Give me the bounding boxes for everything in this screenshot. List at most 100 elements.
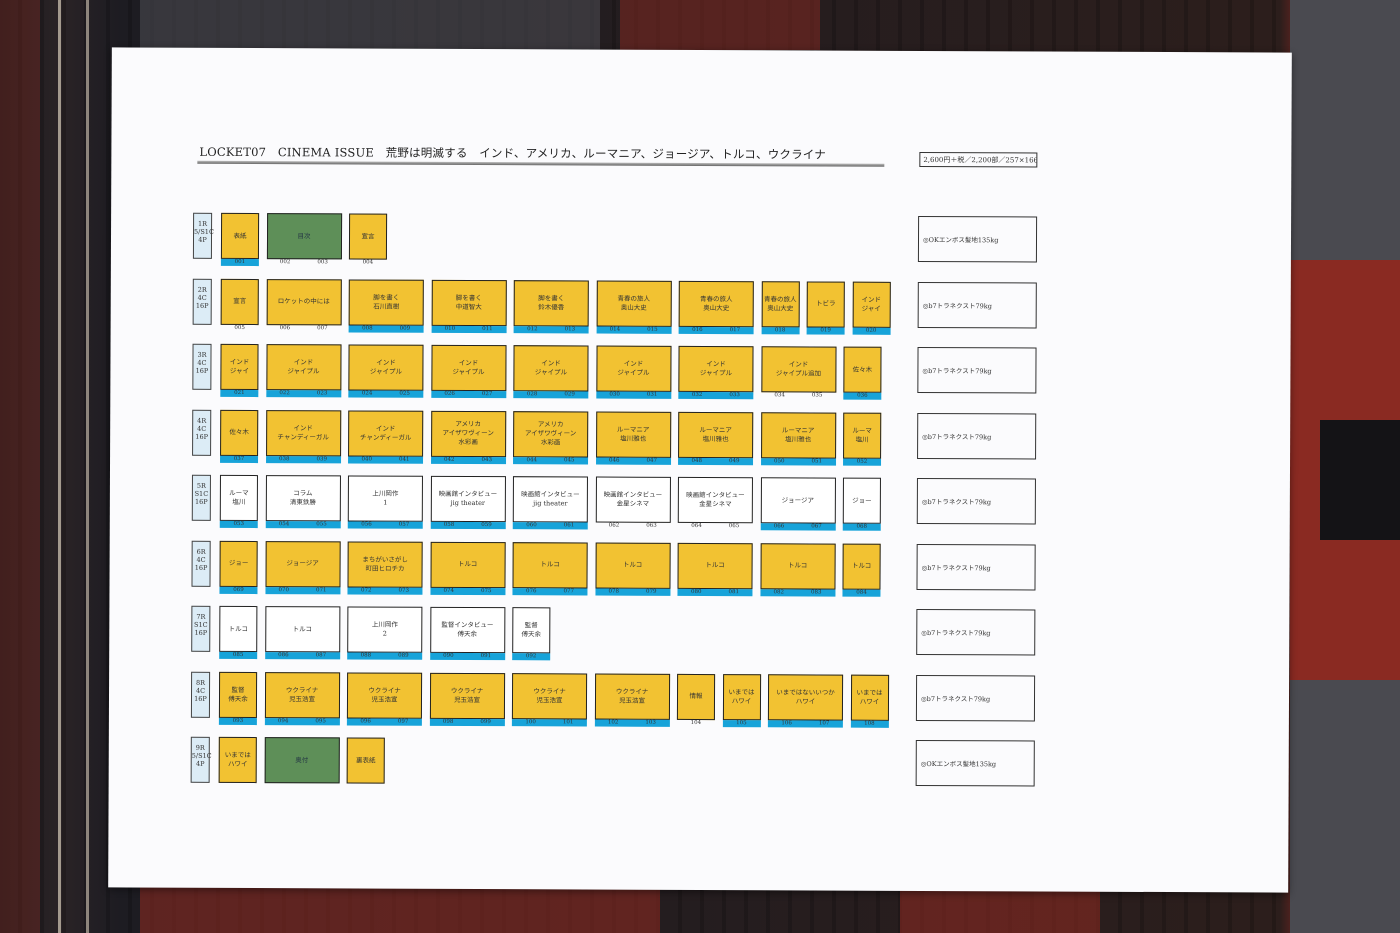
page-number: 052	[856, 458, 868, 465]
page-number: 018	[774, 326, 786, 333]
page-number: 015	[647, 326, 658, 333]
page-number: 028	[526, 391, 538, 398]
page-number: 002	[279, 259, 291, 266]
page-number: 044	[526, 456, 538, 463]
page-number: 056	[361, 521, 372, 528]
page-number: 065	[728, 523, 740, 530]
paper-stock-box: ◎b7トラネクスト79kg	[917, 281, 1037, 328]
page-number: 054	[278, 521, 290, 528]
page-number-strip: 058 059	[430, 521, 506, 530]
page-number: 014	[609, 326, 621, 333]
page-number-strip: 088 089	[347, 652, 423, 660]
page-block: トルコ	[512, 541, 588, 589]
page-number-strip: 106 107	[767, 719, 843, 728]
page-number: 031	[646, 391, 658, 398]
page-number: 071	[315, 586, 327, 593]
page-number: 053	[233, 520, 245, 528]
page-number-strip: 090 091	[429, 652, 505, 661]
paper-stock-box: ◎b7トラネクスト79kg	[916, 608, 1036, 656]
page-block: 監督インタビュー 傅天余	[429, 606, 505, 654]
page-block: ルーマニア 塩川雅也	[678, 411, 754, 458]
page-number-strip: 108	[850, 720, 889, 728]
page-number: 078	[608, 588, 619, 595]
page-number: 060	[526, 522, 537, 529]
page-block: ジョージア	[760, 477, 836, 524]
page-number: 035	[811, 392, 823, 399]
page-number-strip: 066 067	[760, 523, 836, 531]
row-label: 1R 5/S1C 4P	[192, 212, 214, 259]
page-number: 008	[362, 325, 373, 332]
page-block: アメリカ アイザワヴィーン 水彩画	[513, 410, 589, 458]
page-number: 092	[525, 653, 537, 660]
page-block: 脚を書く 鈴木優香	[513, 279, 589, 327]
paper-stock-box: ◎b7トラネクスト79kg	[916, 477, 1036, 525]
page-number: 006	[279, 324, 291, 331]
page-block: ウクライナ 児玉浩宣	[429, 672, 505, 719]
page-number: 073	[398, 587, 409, 594]
page-number: 024	[361, 390, 373, 397]
page-number: 064	[691, 522, 702, 530]
page-number-strip: 094 095	[264, 717, 340, 725]
page-number-strip: 028 029	[513, 391, 589, 399]
row-label: 6R 4C 16P	[191, 540, 211, 587]
page-block: トビラ	[806, 280, 845, 328]
page-block: ルーマ 塩川	[843, 412, 882, 459]
page-number: 007	[317, 324, 328, 331]
page-block: ロケットの中には	[266, 278, 342, 325]
row-label: 3R 4C 16P	[192, 343, 212, 390]
page-number-strip: 024 025	[348, 390, 424, 398]
page-number-strip: 100 101	[511, 718, 587, 727]
page-block: トルコ	[219, 605, 258, 653]
page-block: 宣言	[348, 213, 388, 260]
page-number-strip: 070 071	[264, 586, 340, 594]
page-number-strip: 085	[219, 651, 258, 660]
page-number: 087	[315, 652, 327, 659]
spec-box: 2,600円＋税／2,200部／257×166	[919, 151, 1038, 168]
page-number-strip: 030 031	[595, 391, 671, 399]
page-block: 監督 傅天余	[218, 671, 258, 718]
page-number-strip: 069	[219, 586, 258, 594]
page-number-strip: 074 075	[429, 587, 505, 595]
page-block: トルコ	[759, 542, 836, 590]
page-block: 裏表紙	[346, 737, 385, 784]
page-number: 011	[482, 325, 493, 332]
page-number-strip: 064 065	[678, 523, 753, 530]
page-number-strip: 012 013	[513, 325, 589, 334]
page-block: 青春の旅人 奥山大史	[596, 280, 672, 327]
page-block: 宣言	[220, 278, 259, 325]
page-number: 048	[691, 457, 703, 464]
page-number-strip: 062 063	[595, 523, 670, 530]
page-number-strip: 068	[842, 523, 881, 531]
paper-stock-box: ◎b7トラネクスト79kg	[916, 543, 1036, 590]
page-block: インド ジャイ	[220, 343, 259, 391]
page-number-strip: 037	[220, 455, 259, 463]
page-number: 020	[865, 327, 877, 334]
page-number: 098	[442, 718, 454, 725]
page-number-strip: 092	[512, 653, 551, 661]
page-block: トルコ	[264, 606, 340, 653]
page-number: 104	[690, 719, 702, 726]
row-label: 4R 4C 16P	[192, 409, 212, 456]
page-block: インド ジャイプル	[430, 344, 507, 392]
page-number: 106	[781, 719, 792, 726]
row-label: 2R 4C 16P	[192, 278, 212, 325]
row-label: 7R S1C 16P	[191, 605, 211, 652]
page-number: 066	[773, 523, 785, 530]
page-number: 005	[234, 324, 245, 331]
page-number: 025	[399, 390, 410, 397]
page-number-strip: 008 009	[348, 324, 424, 333]
page-number-strip: 086 087	[264, 652, 340, 660]
page-number: 077	[563, 587, 574, 594]
page-number: 084	[856, 589, 867, 596]
page-number: 003	[317, 259, 328, 266]
page-number: 075	[480, 587, 492, 594]
page-block: ルーマニア 塩川雅也	[760, 411, 836, 459]
page-number: 017	[729, 326, 741, 333]
page-number-strip: 026 027	[430, 390, 506, 399]
paper-stock-box: ◎b7トラネクスト79kg	[917, 412, 1037, 459]
page-block: 上川岡作 2	[347, 606, 423, 653]
page-number: 089	[398, 652, 409, 659]
page-number: 037	[233, 455, 245, 462]
page-number-strip: 004	[349, 259, 387, 266]
page-block: ウクライナ 児玉浩宣	[594, 673, 670, 720]
